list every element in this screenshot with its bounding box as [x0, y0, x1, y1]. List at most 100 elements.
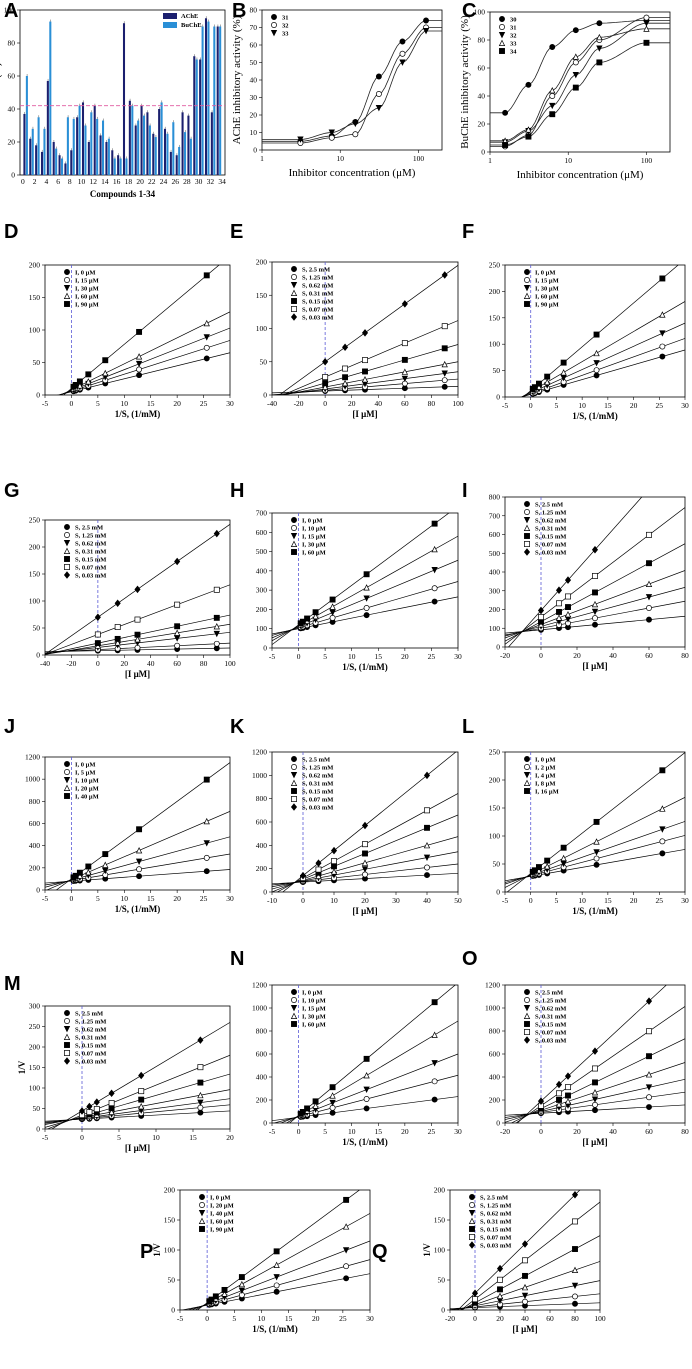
legend-marker [291, 525, 297, 531]
data-point-3 [423, 841, 431, 849]
data-point-6 [537, 606, 545, 615]
plot-area [272, 262, 458, 395]
data-point-3 [108, 1108, 115, 1115]
plot-area [490, 14, 670, 150]
x-tick-label: 20 [348, 399, 356, 408]
y-axis-label: 1/V [17, 1060, 27, 1074]
panel-label-i: I [462, 480, 468, 502]
data-point-4 [312, 609, 319, 616]
data-point-4 [544, 373, 551, 380]
y-tick-label: 100 [474, 8, 486, 17]
y-tick-label: 200 [256, 258, 268, 267]
legend-marker [469, 1226, 475, 1232]
data-point-4 [535, 380, 542, 387]
x-tick-label: 30 [195, 177, 203, 186]
y-tick-label: 600 [256, 1050, 268, 1059]
y-tick-label: 40 [8, 105, 16, 114]
point-series-31 [375, 73, 382, 80]
legend-marker [290, 779, 298, 786]
y-tick-label: 60 [250, 41, 258, 50]
data-point-1 [174, 642, 181, 649]
data-point-3 [329, 603, 336, 610]
data-point-1 [329, 614, 336, 621]
legend-entry: S, 0.62 mM [302, 773, 333, 780]
data-point-3 [341, 379, 349, 387]
data-point-3 [441, 360, 448, 368]
data-point-1 [424, 864, 430, 871]
x-tick-label: 24 [160, 177, 168, 186]
legend-entry: I, 16 μM [535, 789, 559, 796]
legend: S, 2.5 mMS, 1.25 mMS, 0.62 mMS, 0.31 mMS… [290, 756, 333, 812]
y-tick-label: 1000 [485, 1004, 500, 1013]
legend-entry: S, 0.07 mM [480, 1235, 511, 1242]
x-tick-label: 30 [681, 401, 689, 410]
y-tick-label: 0 [263, 888, 267, 897]
data-point-4 [136, 328, 143, 335]
y-tick-label: 50 [33, 1104, 41, 1113]
panel-label-e: E [230, 221, 243, 243]
bar-ache-6 [52, 142, 55, 175]
plot-frame [489, 11, 671, 153]
x-tick-label: 5 [555, 401, 559, 410]
point-series-30 [502, 109, 509, 116]
x-axis-label: Compounds 1-34 [90, 189, 156, 199]
legend-entry: I, 15 μM [75, 278, 99, 285]
legend-entry: I, 60 μM [302, 550, 326, 557]
legend-entry: 33 [282, 31, 289, 38]
y-tick-label: 50 [493, 366, 501, 375]
data-point-3 [342, 1223, 350, 1230]
y-tick-label: 100 [29, 1084, 41, 1093]
data-point-0 [431, 1096, 438, 1103]
bar-buche-2 [31, 128, 34, 175]
bar-ache-4 [40, 151, 44, 175]
x-tick-label: 5 [96, 399, 100, 408]
x-axis-label: 1/S, (1/mM) [572, 906, 618, 916]
data-point-6 [114, 599, 121, 608]
point-series-32 [375, 91, 382, 97]
data-point-5 [342, 365, 349, 372]
y-tick-label: 100 [489, 624, 501, 633]
point-series-32 [549, 102, 556, 110]
point-series-32 [328, 134, 335, 141]
data-point-4 [203, 272, 210, 279]
point-series-33 [352, 120, 359, 128]
point-series-33 [549, 87, 556, 94]
point-series-30 [572, 27, 579, 34]
data-point-4 [203, 776, 210, 783]
y-tick-label: 250 [489, 748, 501, 757]
y-tick-label: 250 [29, 1022, 41, 1031]
y-tick-label: 100 [29, 597, 41, 606]
legend-marker [290, 540, 298, 547]
y-tick-label: 50 [33, 358, 41, 367]
legend-marker [499, 48, 505, 54]
x-tick-label: 25 [656, 896, 664, 905]
x-tick-label: 0 [297, 1127, 301, 1136]
y-tick-label: 20 [8, 138, 16, 147]
legend: S, 2.5 mMS, 1.25 mMS, 0.62 mMS, 0.31 mMS… [63, 1010, 106, 1066]
y-tick-label: 400 [29, 841, 41, 850]
legend-entry: S, 0.62 mM [75, 1027, 106, 1034]
legend-marker [64, 269, 70, 275]
legend-entry: S, 2.5 mM [75, 525, 103, 532]
legend-marker [64, 556, 70, 562]
data-point-1 [572, 1293, 578, 1300]
legend-marker [270, 30, 278, 37]
x-tick-label: 20 [136, 177, 144, 186]
data-point-0 [329, 1109, 336, 1116]
data-point-4 [273, 1248, 280, 1255]
data-point-4 [560, 844, 567, 851]
legend-marker [63, 571, 71, 579]
data-point-0 [203, 868, 210, 875]
data-point-0 [136, 873, 143, 880]
data-point-6 [134, 585, 141, 594]
legend-marker [290, 289, 298, 296]
data-point-4 [329, 596, 336, 603]
legend-marker [290, 772, 298, 779]
legend-entry: S, 0.07 mM [75, 1051, 106, 1058]
data-point-3 [431, 1031, 438, 1038]
y-tick-label: 600 [256, 818, 268, 827]
legend-marker [64, 769, 70, 775]
data-point-5 [322, 374, 329, 380]
